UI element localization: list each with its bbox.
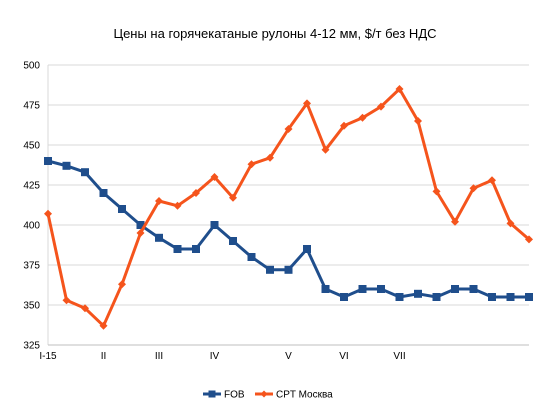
data-point — [173, 201, 182, 210]
data-point — [321, 285, 330, 293]
x-tick-label: VII — [393, 351, 405, 362]
data-point — [44, 157, 52, 165]
data-point — [506, 219, 515, 228]
data-point — [451, 217, 459, 226]
data-point — [506, 293, 515, 301]
data-point — [266, 153, 274, 162]
data-point — [525, 293, 533, 301]
data-point — [377, 285, 385, 293]
data-point — [192, 245, 200, 253]
x-tick-label: VI — [339, 351, 348, 362]
data-point — [210, 173, 219, 181]
data-point — [340, 121, 348, 130]
data-point — [340, 293, 348, 301]
data-point — [192, 189, 200, 197]
data-point — [173, 245, 182, 253]
data-point — [62, 161, 71, 170]
data-point — [488, 176, 496, 185]
data-point — [155, 233, 163, 242]
y-tick-label: 375 — [23, 261, 40, 272]
legend: FOB CPT Москва — [203, 390, 333, 401]
data-point — [284, 125, 293, 133]
data-point — [118, 205, 126, 213]
data-point — [432, 293, 441, 301]
data-point — [136, 221, 145, 229]
data-point — [136, 229, 145, 237]
data-point — [284, 265, 293, 274]
legend-entry: FOB — [203, 390, 245, 401]
series-cpt-moscow — [44, 85, 533, 330]
x-tick-label: III — [155, 351, 163, 362]
data-point — [469, 184, 478, 193]
data-point — [358, 285, 367, 293]
y-tick-label: 400 — [23, 221, 40, 232]
data-point — [99, 321, 108, 330]
y-tick-label: 450 — [23, 141, 40, 152]
data-point — [62, 296, 71, 305]
y-tick-label: 500 — [23, 61, 40, 72]
data-point — [377, 102, 385, 111]
data-point — [395, 293, 404, 301]
data-point — [451, 285, 459, 293]
series-fob — [44, 157, 533, 301]
legend-swatch-marker — [208, 390, 216, 398]
data-point — [358, 113, 367, 122]
legend-label: FOB — [224, 390, 245, 401]
data-point — [303, 245, 311, 253]
data-point — [81, 168, 89, 177]
series-group — [44, 85, 533, 330]
y-tick-label: 475 — [23, 101, 40, 112]
data-point — [469, 285, 478, 293]
data-point — [395, 85, 404, 93]
data-point — [99, 189, 108, 197]
legend-swatch-marker — [260, 390, 268, 398]
legend-label: CPT Москва — [276, 390, 333, 401]
legend-entry: CPT Москва — [255, 390, 333, 401]
data-point — [321, 145, 330, 154]
y-tick-label: 350 — [23, 301, 40, 312]
data-point — [81, 304, 89, 313]
series-line — [47, 159, 529, 299]
data-point — [488, 293, 496, 301]
data-point — [525, 235, 533, 244]
data-point — [266, 265, 274, 274]
x-tick-label: I-15 — [39, 351, 57, 362]
data-point — [247, 160, 256, 169]
y-tick-label: 325 — [23, 341, 40, 352]
x-tick-label: II — [101, 351, 107, 362]
data-point — [247, 253, 256, 261]
x-tick-label: IV — [210, 351, 220, 362]
data-point — [118, 280, 126, 289]
data-point — [210, 221, 219, 229]
data-point — [303, 99, 311, 108]
data-point — [229, 193, 237, 202]
data-point — [155, 197, 163, 205]
data-point — [229, 237, 237, 245]
data-point — [432, 187, 441, 196]
y-tick-label: 425 — [23, 181, 40, 192]
chart-title: Цены на горячекатаные рулоны 4-12 мм, $/… — [113, 26, 436, 41]
data-point — [44, 209, 52, 218]
data-point — [414, 289, 422, 298]
data-point — [414, 117, 422, 125]
x-tick-label: V — [285, 351, 292, 362]
